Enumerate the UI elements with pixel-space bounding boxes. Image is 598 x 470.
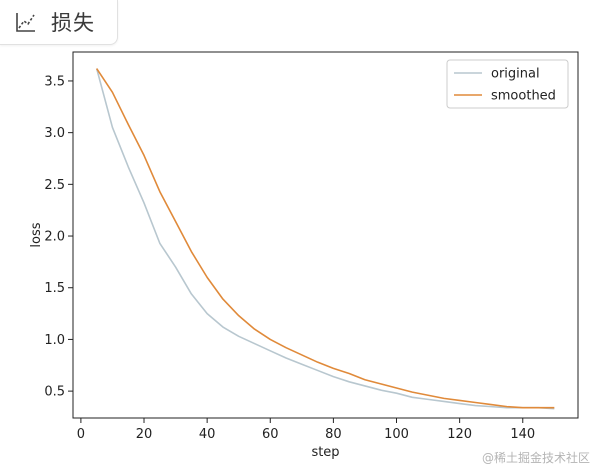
y-tick-label: 1.5 — [44, 281, 65, 296]
loss-tab[interactable]: 损失 — [0, 0, 118, 45]
series-line-original — [95, 68, 555, 410]
legend: original smoothed — [446, 59, 569, 109]
legend-box — [446, 59, 569, 109]
axes-frame — [72, 51, 579, 419]
x-tick-label: 20 — [136, 427, 153, 442]
x-tick-label: 60 — [262, 427, 279, 442]
y-tick-label: 2.0 — [44, 230, 65, 245]
series-line-smoothed — [96, 68, 555, 409]
legend-label-smoothed: smoothed — [491, 89, 556, 104]
y-tick-label: 2.5 — [44, 178, 65, 193]
y-tick-label: 1.0 — [44, 333, 65, 348]
y-axis-label: loss — [29, 222, 44, 247]
tab-label: 损失 — [51, 11, 95, 35]
x-ticks: 0 20 40 60 80 100 120 140 — [77, 418, 535, 442]
watermark: @稀土掘金技术社区 — [481, 451, 590, 465]
plot-area — [72, 51, 579, 419]
x-tick-label: 0 — [77, 427, 85, 442]
x-tick-label: 120 — [447, 427, 472, 442]
y-ticks: 0.5 1.0 1.5 2.0 2.5 3.0 3.5 — [44, 74, 73, 400]
x-tick-label: 80 — [325, 427, 342, 442]
series-group — [95, 68, 555, 410]
chart-line-icon — [15, 11, 37, 33]
x-tick-label: 140 — [510, 427, 535, 442]
y-tick-label: 3.5 — [44, 74, 65, 89]
legend-label-original: original — [491, 67, 540, 82]
x-tick-label: 40 — [199, 427, 216, 442]
y-tick-label: 0.5 — [44, 385, 65, 400]
x-axis-label: step — [311, 445, 339, 460]
y-tick-label: 3.0 — [44, 126, 65, 141]
x-tick-label: 100 — [384, 427, 409, 442]
